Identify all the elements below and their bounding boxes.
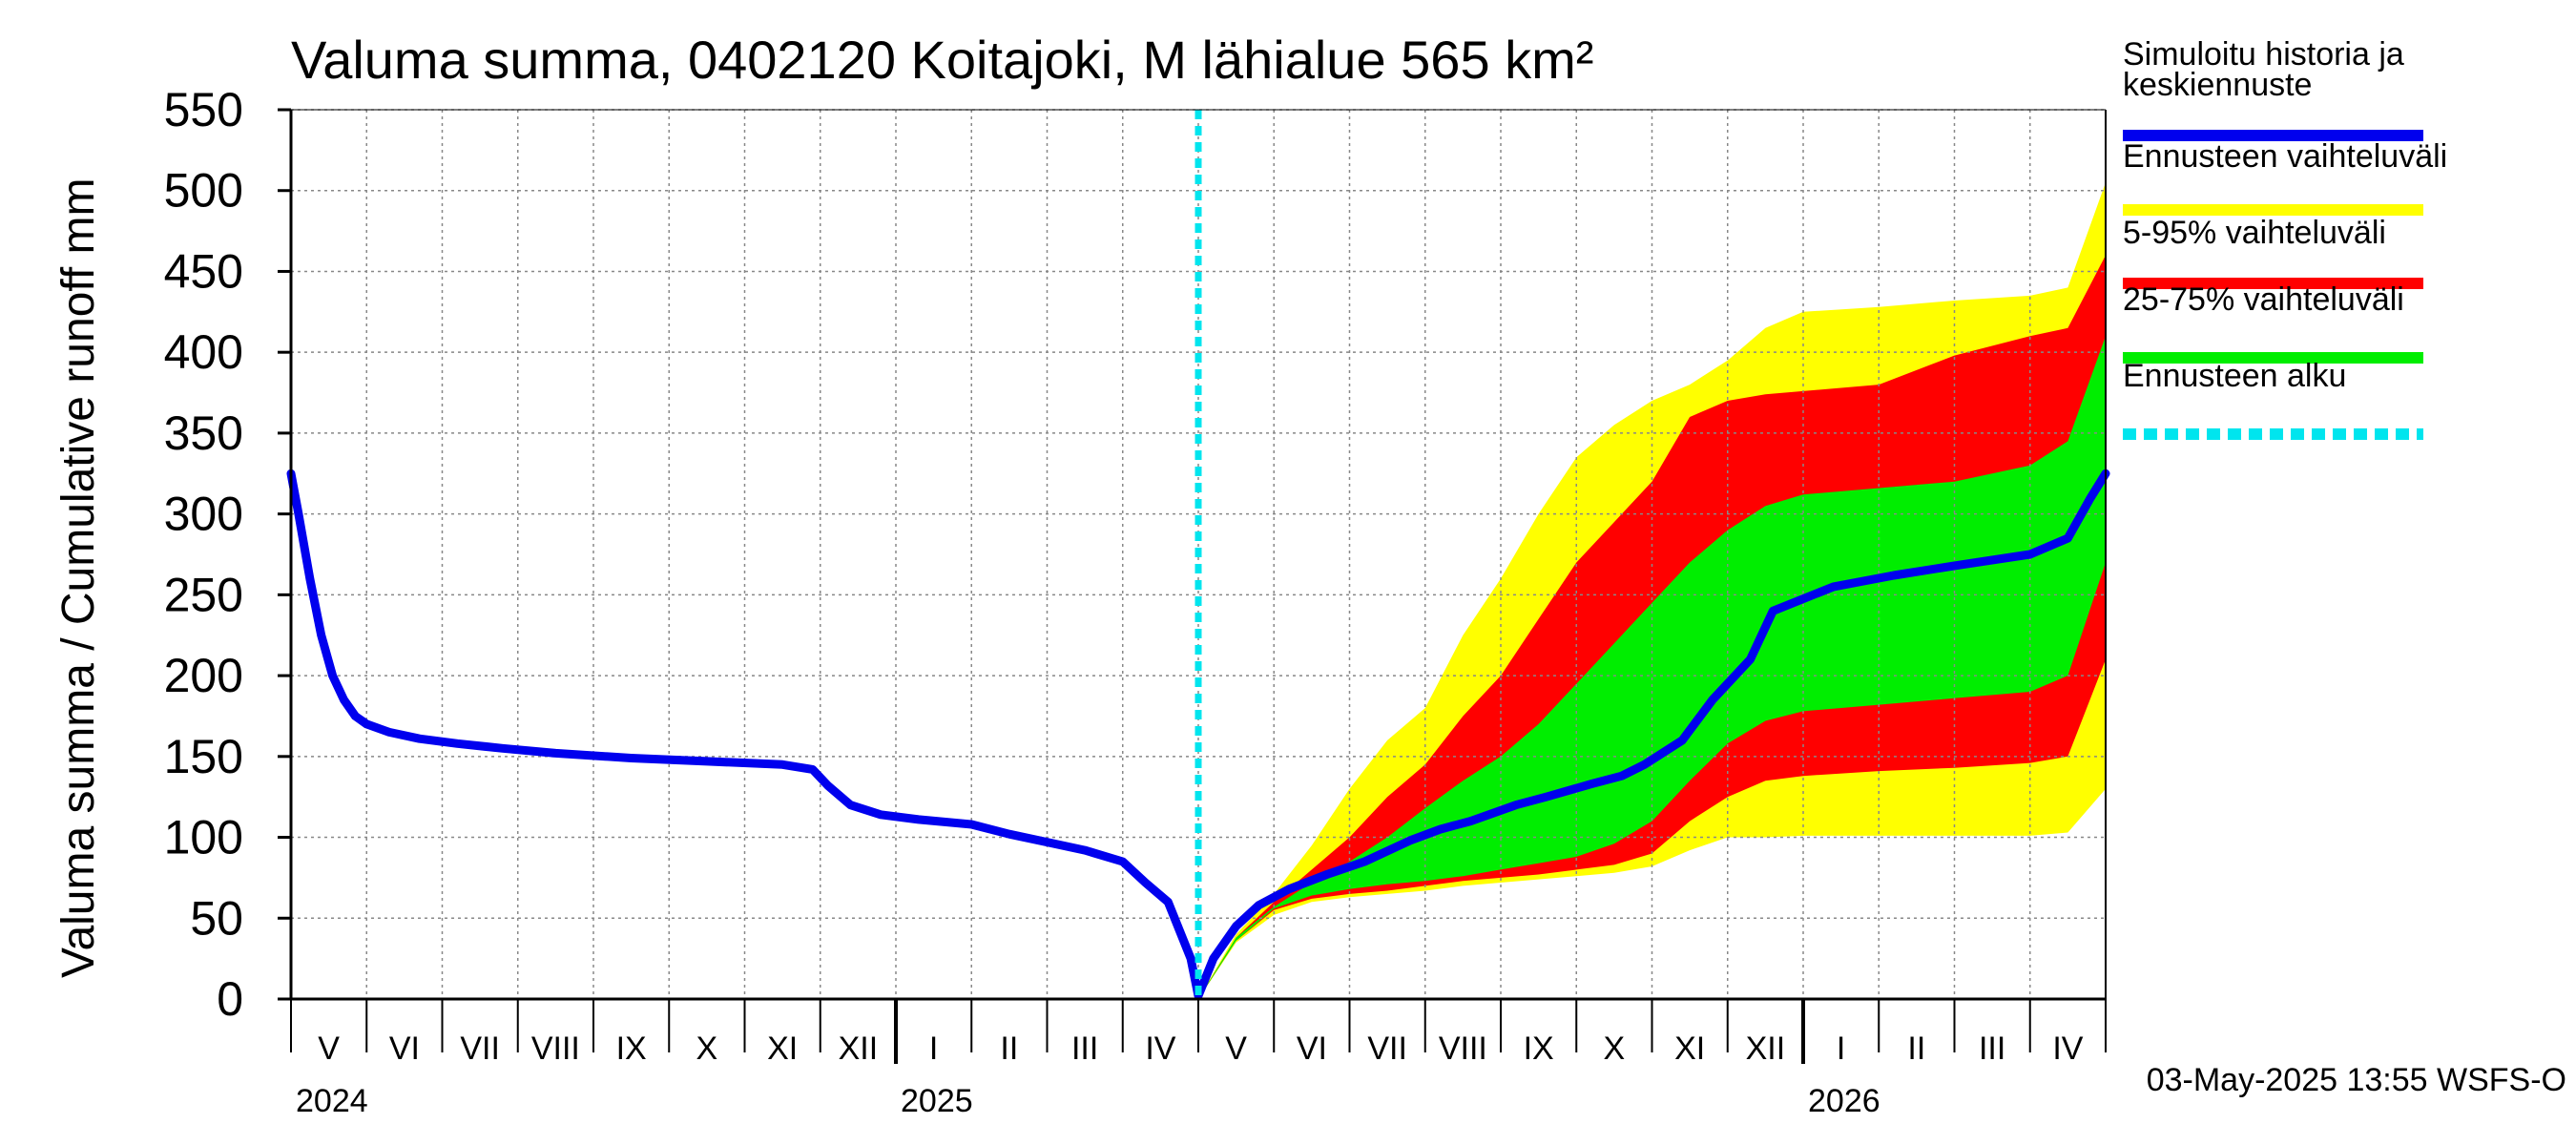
legend-label-5: Ennusteen alku: [2123, 358, 2346, 394]
y-tick-label-250: 250: [164, 568, 243, 621]
month-label-4: IX: [616, 1030, 647, 1067]
legend-label-3: 5-95% vaihteluväli: [2123, 215, 2386, 251]
month-label-15: VIII: [1439, 1030, 1487, 1067]
year-label-2025: 2025: [901, 1083, 973, 1119]
month-label-2: VII: [460, 1030, 500, 1067]
x-tick-labels: V VI VII VIII IX X XI XII I II III IV V VI VII VIII IX X X…: [296, 1030, 2084, 1119]
month-label-22: III: [1979, 1030, 2005, 1067]
y-tick-label-0: 0: [217, 972, 243, 1026]
y-tick-label-350: 350: [164, 406, 243, 460]
y-tick-label-100: 100: [164, 811, 243, 864]
y-tick-label-450: 450: [164, 244, 243, 298]
legend-label-2: Ennusteen vaihteluväli: [2123, 138, 2447, 175]
month-label-14: VII: [1367, 1030, 1407, 1067]
month-label-6: XI: [767, 1030, 798, 1067]
month-label-0: V: [318, 1030, 340, 1067]
y-tick-label-50: 50: [190, 891, 243, 945]
series-lines: [286, 110, 2110, 1001]
y-tick-label-500: 500: [164, 164, 243, 218]
legend-label-1: Simuloitu historia ja: [2123, 36, 2404, 73]
y-tick-label-400: 400: [164, 325, 243, 379]
month-label-5: X: [696, 1030, 718, 1067]
y-tick-label-150: 150: [164, 730, 243, 783]
month-label-16: IX: [1524, 1030, 1554, 1067]
month-label-8: I: [929, 1030, 938, 1067]
legend-label-4: 25-75% vaihteluväli: [2123, 281, 2404, 318]
month-label-18: XI: [1674, 1030, 1705, 1067]
y-tick-label-550: 550: [164, 83, 243, 136]
month-label-12: V: [1225, 1030, 1247, 1067]
legend-label-1-line2: keskiennuste: [2123, 67, 2312, 103]
month-label-9: II: [1000, 1030, 1018, 1067]
y-tick-label-200: 200: [164, 649, 243, 702]
month-label-20: I: [1837, 1030, 1845, 1067]
grid-lines: [291, 109, 2106, 999]
series-line-simulated: [286, 468, 2110, 1001]
month-label-11: IV: [1145, 1030, 1175, 1067]
month-label-23: IV: [2052, 1030, 2083, 1067]
year-label-2026: 2026: [1808, 1083, 1880, 1119]
chart-title: Valuma summa, 0402120 Koitajoki, M lähia…: [291, 30, 1593, 90]
month-label-17: X: [1604, 1030, 1626, 1067]
y-tick-label-300: 300: [164, 488, 243, 541]
month-label-21: II: [1907, 1030, 1925, 1067]
month-label-3: VIII: [531, 1030, 580, 1067]
y-tick-labels: 0 50 100 150 200 250 300 350 400 450 500 550: [164, 83, 243, 1026]
timestamp-footer: 03-May-2025 13:55 WSFS-O: [2147, 1062, 2566, 1098]
month-label-1: VI: [389, 1030, 420, 1067]
month-label-19: XII: [1746, 1030, 1786, 1067]
month-label-13: VI: [1297, 1030, 1327, 1067]
year-label-2024: 2024: [296, 1083, 368, 1119]
axes: [278, 108, 2107, 1064]
y-axis-label: Valuma summa / Cumulative runoff mm: [53, 178, 104, 979]
month-label-7: XII: [839, 1030, 879, 1067]
month-label-10: III: [1071, 1030, 1098, 1067]
